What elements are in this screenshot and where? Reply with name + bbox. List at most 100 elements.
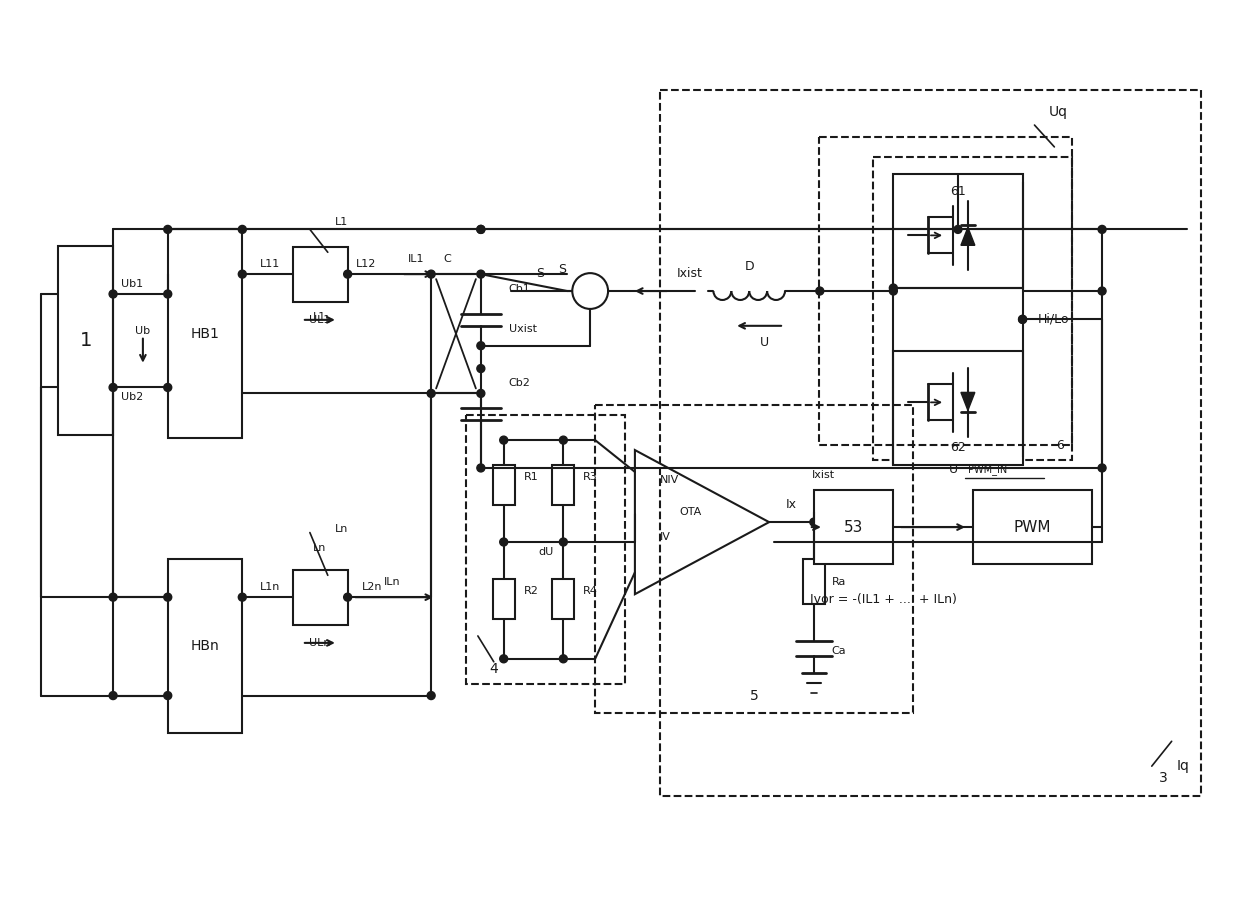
Text: HB1: HB1 bbox=[191, 327, 219, 341]
Text: Cb2: Cb2 bbox=[508, 379, 531, 389]
Circle shape bbox=[477, 270, 485, 278]
Bar bbox=[893, 351, 1023, 465]
Bar bbox=[813, 490, 893, 565]
Circle shape bbox=[500, 655, 507, 663]
Circle shape bbox=[1099, 464, 1106, 472]
Bar bbox=[167, 229, 242, 438]
Text: R4: R4 bbox=[583, 586, 598, 596]
Bar bbox=[492, 579, 515, 619]
Circle shape bbox=[477, 342, 485, 350]
Text: IV: IV bbox=[660, 532, 671, 542]
Bar bbox=[973, 490, 1092, 565]
Bar bbox=[492, 465, 515, 505]
Bar bbox=[167, 559, 242, 733]
Circle shape bbox=[109, 290, 117, 298]
Bar bbox=[802, 559, 825, 604]
Bar bbox=[293, 248, 347, 302]
Text: R2: R2 bbox=[523, 586, 538, 596]
Circle shape bbox=[889, 284, 898, 292]
Circle shape bbox=[164, 593, 171, 601]
Circle shape bbox=[238, 270, 247, 278]
Bar bbox=[660, 90, 1202, 796]
Text: 62: 62 bbox=[950, 440, 966, 453]
Text: Cb1: Cb1 bbox=[508, 284, 531, 294]
Circle shape bbox=[889, 287, 898, 295]
Text: L12: L12 bbox=[356, 259, 377, 269]
Circle shape bbox=[477, 464, 485, 472]
Text: Ixist: Ixist bbox=[812, 470, 836, 480]
Text: Ub: Ub bbox=[135, 326, 150, 336]
Text: PWM_IN: PWM_IN bbox=[968, 464, 1007, 475]
Circle shape bbox=[109, 692, 117, 700]
Polygon shape bbox=[961, 227, 975, 245]
Circle shape bbox=[1018, 315, 1027, 323]
Text: Ub1: Ub1 bbox=[122, 279, 143, 289]
Text: S: S bbox=[537, 267, 544, 280]
Text: 1: 1 bbox=[79, 332, 92, 350]
Text: Uq: Uq bbox=[1048, 105, 1068, 119]
Text: L11: L11 bbox=[260, 259, 280, 269]
Circle shape bbox=[164, 692, 171, 700]
Text: 3: 3 bbox=[1159, 771, 1168, 785]
Text: C: C bbox=[443, 254, 451, 264]
Circle shape bbox=[343, 593, 352, 601]
Bar bbox=[552, 465, 574, 505]
Circle shape bbox=[427, 692, 435, 700]
Text: L1n: L1n bbox=[260, 582, 280, 592]
Text: 6: 6 bbox=[1056, 438, 1064, 451]
Text: ULn: ULn bbox=[309, 638, 331, 647]
Text: UL1: UL1 bbox=[309, 315, 331, 325]
Circle shape bbox=[500, 538, 507, 546]
Text: L1: L1 bbox=[335, 217, 348, 227]
Bar bbox=[595, 405, 913, 714]
Circle shape bbox=[164, 290, 171, 298]
Circle shape bbox=[343, 270, 352, 278]
Text: Ivor = -(IL1 + .... + ILn): Ivor = -(IL1 + .... + ILn) bbox=[810, 592, 957, 606]
Text: Iq: Iq bbox=[1177, 759, 1189, 773]
Circle shape bbox=[477, 226, 485, 233]
Text: R1: R1 bbox=[523, 472, 538, 482]
Text: Ca: Ca bbox=[832, 647, 847, 657]
Text: Ln: Ln bbox=[335, 523, 348, 533]
Text: U: U bbox=[949, 463, 959, 476]
Text: D: D bbox=[744, 260, 754, 273]
Text: 5: 5 bbox=[750, 689, 759, 703]
Bar bbox=[818, 137, 1073, 445]
Circle shape bbox=[500, 437, 507, 444]
Text: OTA: OTA bbox=[680, 507, 702, 518]
Circle shape bbox=[1099, 287, 1106, 295]
Circle shape bbox=[559, 437, 568, 444]
Text: U: U bbox=[760, 336, 769, 349]
Circle shape bbox=[810, 519, 818, 526]
Text: S: S bbox=[558, 262, 567, 275]
Circle shape bbox=[559, 655, 568, 663]
Text: R3: R3 bbox=[583, 472, 598, 482]
Bar bbox=[293, 570, 347, 625]
Circle shape bbox=[109, 593, 117, 601]
Circle shape bbox=[164, 383, 171, 391]
Bar bbox=[552, 579, 574, 619]
Text: L1: L1 bbox=[314, 312, 326, 321]
Text: Ix: Ix bbox=[785, 497, 796, 511]
Circle shape bbox=[477, 226, 485, 233]
Text: L2n: L2n bbox=[362, 582, 383, 592]
Polygon shape bbox=[961, 392, 975, 410]
Text: Hi/Lo: Hi/Lo bbox=[1038, 313, 1069, 326]
Text: Ra: Ra bbox=[832, 577, 846, 587]
Circle shape bbox=[1099, 226, 1106, 233]
Text: Ln: Ln bbox=[314, 543, 326, 554]
Text: 61: 61 bbox=[950, 185, 966, 198]
Text: 4: 4 bbox=[490, 661, 498, 676]
Text: Ixist: Ixist bbox=[677, 267, 703, 280]
Bar bbox=[893, 174, 1023, 288]
Text: ILn: ILn bbox=[384, 577, 401, 588]
Circle shape bbox=[816, 287, 823, 295]
Text: PWM: PWM bbox=[1014, 519, 1052, 534]
Circle shape bbox=[164, 226, 171, 233]
Text: Ub2: Ub2 bbox=[122, 392, 144, 402]
Text: dU: dU bbox=[538, 547, 553, 557]
Circle shape bbox=[238, 593, 247, 601]
Circle shape bbox=[954, 226, 962, 233]
Circle shape bbox=[109, 383, 117, 391]
Text: HBn: HBn bbox=[191, 639, 219, 653]
